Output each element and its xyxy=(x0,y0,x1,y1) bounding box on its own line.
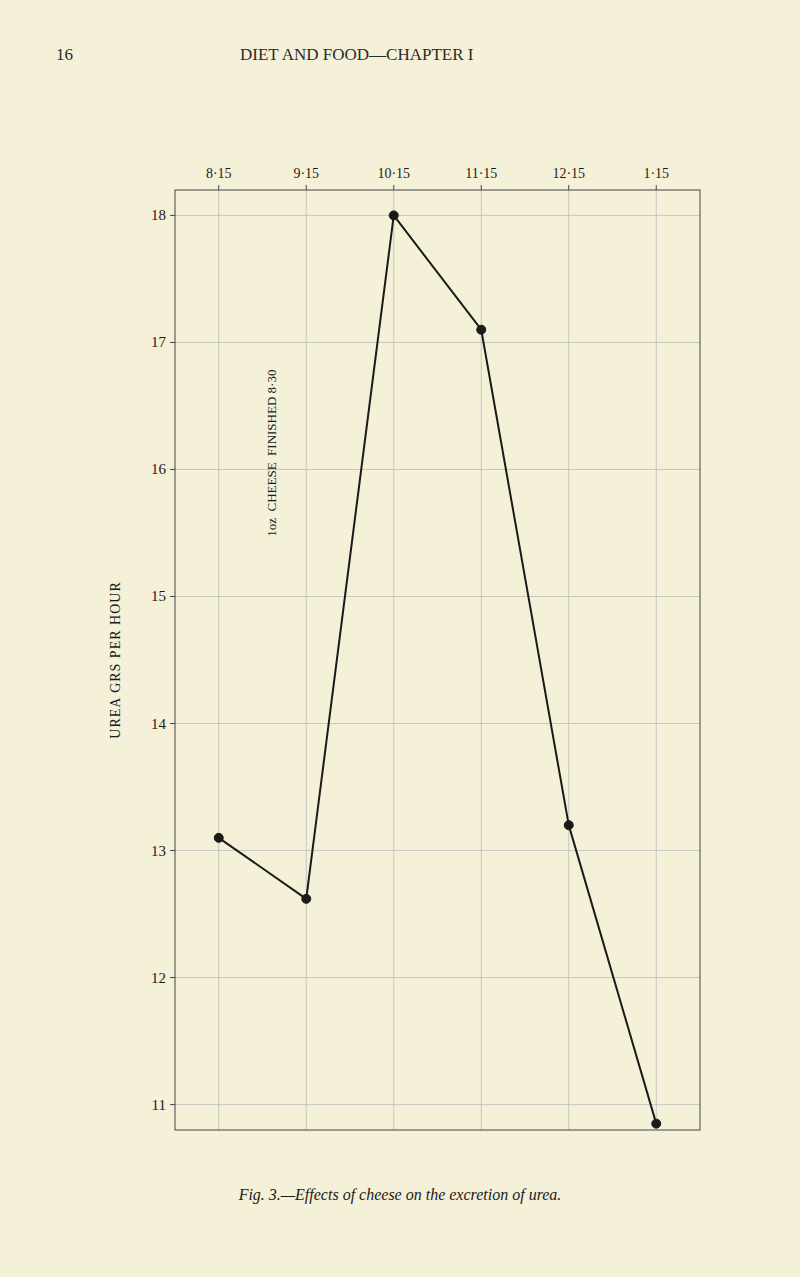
x-grid-line xyxy=(393,190,394,1130)
y-tick-label: 11 xyxy=(152,1097,166,1113)
y-tick-label: 15 xyxy=(151,588,166,604)
x-grid-line xyxy=(568,190,569,1130)
y-grid-line xyxy=(175,977,700,978)
line xyxy=(219,215,657,1123)
annotation: 1oz CHEESE FINISHED 8·30 xyxy=(264,370,279,537)
y-tick-label: 16 xyxy=(151,461,167,477)
caption: Fig. 3.—Effects of cheese on the excreti… xyxy=(238,1186,562,1204)
y-tick xyxy=(170,723,175,724)
y-tick-label: 13 xyxy=(151,843,166,859)
y-grid-line xyxy=(175,469,700,470)
x-tick-label: 8·15 xyxy=(206,166,232,181)
y-axis-label: UREA GRS PER HOUR xyxy=(108,581,123,738)
y-grid-line xyxy=(175,342,700,343)
y-axis: 11 12 13 14 15 16 17 18 xyxy=(151,207,175,1112)
background xyxy=(0,0,800,1277)
x-tick-label: 11·15 xyxy=(465,166,497,181)
plot-frame xyxy=(175,190,700,1130)
point xyxy=(214,833,223,842)
x-tick xyxy=(568,185,569,190)
x-tick xyxy=(481,185,482,190)
x-grid-line xyxy=(218,190,219,1130)
y-tick xyxy=(170,596,175,597)
x-tick-label: 12·15 xyxy=(552,166,585,181)
x-tick xyxy=(218,185,219,190)
x-grid-line xyxy=(656,190,657,1130)
y-grid-line xyxy=(175,215,700,216)
point xyxy=(564,821,573,830)
x-grid-line xyxy=(306,190,307,1130)
x-tick-label: 9·15 xyxy=(293,166,319,181)
page-title: DIET AND FOOD—CHAPTER I xyxy=(240,45,474,64)
data xyxy=(214,211,661,1128)
y-tick-label: 12 xyxy=(151,970,166,986)
x-tick xyxy=(656,185,657,190)
y-grid-line xyxy=(175,723,700,724)
point xyxy=(389,211,398,220)
point xyxy=(652,1119,661,1128)
y-grid-line xyxy=(175,596,700,597)
y-tick xyxy=(170,469,175,470)
y-tick xyxy=(170,342,175,343)
point xyxy=(477,325,486,334)
x-axis: 8·15 9·15 10·15 11·15 12·15 1·15 xyxy=(206,166,669,190)
y-tick-label: 18 xyxy=(151,207,166,223)
page-number: 16 xyxy=(56,45,73,64)
x-tick-label: 10·15 xyxy=(377,166,410,181)
y-tick xyxy=(170,1104,175,1105)
grid xyxy=(175,190,700,1130)
y-grid-line xyxy=(175,850,700,851)
y-tick-label: 17 xyxy=(151,334,167,350)
y-grid-line xyxy=(175,1104,700,1105)
y-tick xyxy=(170,977,175,978)
x-tick-label: 1·15 xyxy=(643,166,669,181)
y-tick xyxy=(170,215,175,216)
x-tick xyxy=(393,185,394,190)
x-tick xyxy=(306,185,307,190)
chart: 16DIET AND FOOD—CHAPTER I111213141516171… xyxy=(0,0,800,1277)
y-tick-label: 14 xyxy=(151,716,167,732)
point xyxy=(302,894,311,903)
y-tick xyxy=(170,850,175,851)
